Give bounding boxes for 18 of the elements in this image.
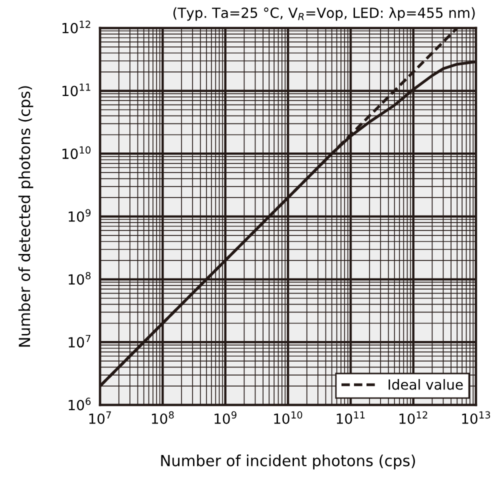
y-tick-label: 10$^{12}$ xyxy=(62,20,90,34)
y-tick-label: 10$^{7}$ xyxy=(68,334,90,348)
x-tick-label: 10$^{8}$ xyxy=(152,411,174,424)
x-tick-label: 10$^{9}$ xyxy=(214,411,236,424)
x-tick-label: 10$^{13}$ xyxy=(462,411,490,424)
legend-label: Ideal value xyxy=(388,379,463,390)
x-tick-label: 10$^{11}$ xyxy=(336,411,365,424)
y-tick-label: 10$^{10}$ xyxy=(62,146,91,160)
y-tick-label: 10$^{11}$ xyxy=(62,84,90,96)
y-tick-label: 10$^{6}$ xyxy=(68,398,91,410)
text: (Typ. Ta=25 °C, V$_{R}$=Vop, LED: λp=455 nm) xyxy=(173,7,475,21)
x-tick-label: 10$^{12}$ xyxy=(400,411,428,424)
y-tick-label: 10$^{8}$ xyxy=(68,272,91,285)
y-tick-label: 10$^{9}$ xyxy=(68,209,91,222)
y-axis-title: Number of detected photons (cps) xyxy=(18,86,34,347)
x-tick-label: 10$^{10}$ xyxy=(274,411,302,424)
x-axis-title: Number of incident photons (cps) xyxy=(161,454,415,470)
x-tick-label: 10$^{7}$ xyxy=(89,411,111,424)
